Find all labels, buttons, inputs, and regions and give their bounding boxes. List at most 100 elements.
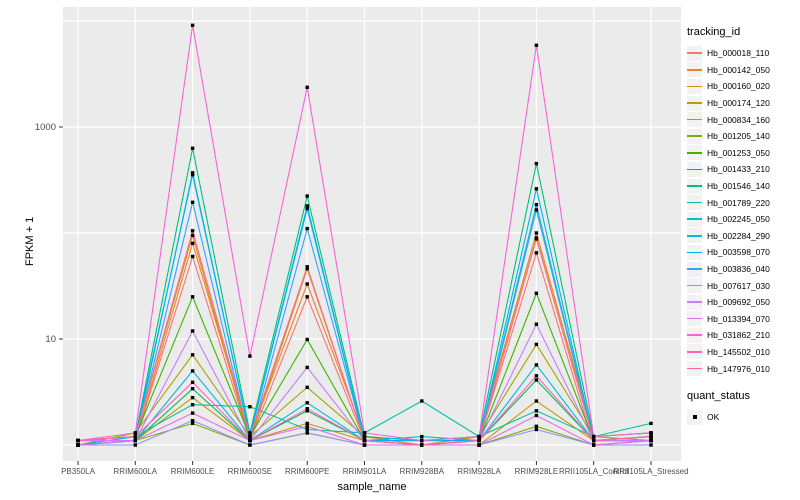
data-point [190, 421, 195, 426]
data-point [190, 353, 195, 357]
data-point [248, 354, 252, 358]
data-point [190, 411, 195, 415]
legend-key-swatch [687, 211, 702, 227]
data-point [190, 200, 195, 204]
data-point [305, 226, 309, 231]
x-tick-label: RRII105LA_Control [559, 467, 629, 476]
data-point [76, 443, 80, 447]
data-point [534, 399, 539, 403]
data-point [534, 251, 539, 255]
legend-item-Hb_002245_050: Hb_002245_050 [687, 211, 799, 228]
data-point [190, 23, 195, 27]
legend-item-Hb_000834_160: Hb_000834_160 [687, 111, 799, 128]
data-point [534, 427, 539, 432]
x-tick-label: RRIM600PE [284, 467, 330, 476]
legend-item-label: Hb_007617_030 [707, 280, 770, 291]
data-point [190, 254, 195, 259]
data-point [649, 438, 653, 443]
legend-item-label: Hb_001433_210 [707, 164, 770, 175]
data-point [477, 434, 481, 439]
data-point [133, 443, 137, 447]
data-point [534, 374, 539, 378]
data-point [190, 418, 195, 423]
legend-items-tracking-id: Hb_000018_110 Hb_000142_050 Hb_000160_020 H… [687, 45, 799, 377]
data-point [305, 265, 309, 269]
legend-item-label: Hb_001546_140 [707, 181, 770, 192]
legend-item-Hb_001205_140: Hb_001205_140 [687, 128, 799, 145]
data-point [592, 438, 596, 443]
legend-key-swatch [687, 244, 702, 260]
legend-item-Hb_007617_030: Hb_007617_030 [687, 277, 799, 294]
legend: tracking_id Hb_000018_110 Hb_000142_050 Hb… [687, 26, 799, 425]
y-axis-title: FPKM + 1 [24, 216, 36, 266]
legend-key-swatch [687, 311, 702, 327]
data-point [190, 146, 195, 150]
legend-item-label: Hb_000160_020 [707, 81, 770, 92]
data-point [420, 438, 424, 443]
legend-item-label: OK [707, 412, 720, 423]
data-point [305, 421, 309, 426]
legend-item-label: Hb_001789_220 [707, 197, 770, 208]
data-point [248, 438, 252, 443]
data-point [420, 434, 424, 439]
data-point [305, 385, 309, 389]
legend-item-Hb_003836_040: Hb_003836_040 [687, 261, 799, 278]
legend-item-label: Hb_002245_050 [707, 214, 770, 225]
data-point [534, 237, 539, 241]
data-point [534, 424, 539, 428]
data-point [534, 413, 539, 418]
data-point [248, 405, 252, 409]
legend-key-swatch [687, 45, 702, 61]
legend-key-swatch [687, 261, 702, 277]
legend-item-Hb_002284_290: Hb_002284_290 [687, 228, 799, 245]
x-tick-label: RRIM928LE [514, 467, 559, 476]
legend-item-Hb_001433_210: Hb_001433_210 [687, 161, 799, 178]
legend-item-Hb_000174_120: Hb_000174_120 [687, 95, 799, 112]
legend-key-swatch [687, 278, 702, 294]
data-point [190, 233, 195, 238]
data-point [592, 434, 596, 439]
legend-item-label: Hb_001253_050 [707, 147, 770, 158]
data-point [649, 443, 653, 447]
data-point [190, 380, 195, 384]
data-point [420, 443, 424, 447]
data-point [190, 241, 195, 245]
data-point [477, 438, 481, 443]
x-tick-label: RRIM600LE [170, 467, 215, 476]
legend-item-label: Hb_000834_160 [707, 114, 770, 125]
data-point [649, 431, 653, 435]
legend-item-Hb_000160_020: Hb_000160_020 [687, 78, 799, 95]
data-point [534, 291, 539, 295]
data-point [649, 421, 653, 426]
legend-item-quant-ok: OK [687, 409, 799, 426]
data-point [534, 322, 539, 326]
data-point [534, 161, 539, 166]
data-point [420, 399, 424, 403]
data-point [305, 85, 309, 89]
legend-key-swatch [687, 361, 702, 377]
legend-item-Hb_000142_050: Hb_000142_050 [687, 62, 799, 79]
legend-item-Hb_145502_010: Hb_145502_010 [687, 344, 799, 361]
legend-key-swatch [687, 145, 702, 161]
legend-item-label: Hb_000142_050 [707, 64, 770, 75]
data-point [534, 231, 539, 235]
data-point [534, 203, 539, 207]
legend-item-label: Hb_001205_140 [707, 131, 770, 142]
data-point [190, 329, 195, 333]
data-point [649, 434, 653, 439]
legend-item-Hb_147976_010: Hb_147976_010 [687, 360, 799, 377]
y-tick-label: 1000 [34, 121, 56, 133]
data-point [248, 443, 252, 447]
data-point [305, 409, 309, 413]
x-tick-label: RRII105LA_Stressed [613, 467, 689, 476]
data-point [133, 434, 137, 439]
data-point [305, 407, 309, 411]
data-point [362, 443, 367, 447]
data-point [305, 427, 309, 432]
legend-key-swatch [687, 228, 702, 244]
data-point [190, 369, 195, 373]
x-axis-title: sample_name [337, 481, 407, 493]
legend-key-swatch [687, 95, 702, 111]
legend-item-label: Hb_003598_070 [707, 247, 770, 258]
legend-item-Hb_000018_110: Hb_000018_110 [687, 45, 799, 62]
